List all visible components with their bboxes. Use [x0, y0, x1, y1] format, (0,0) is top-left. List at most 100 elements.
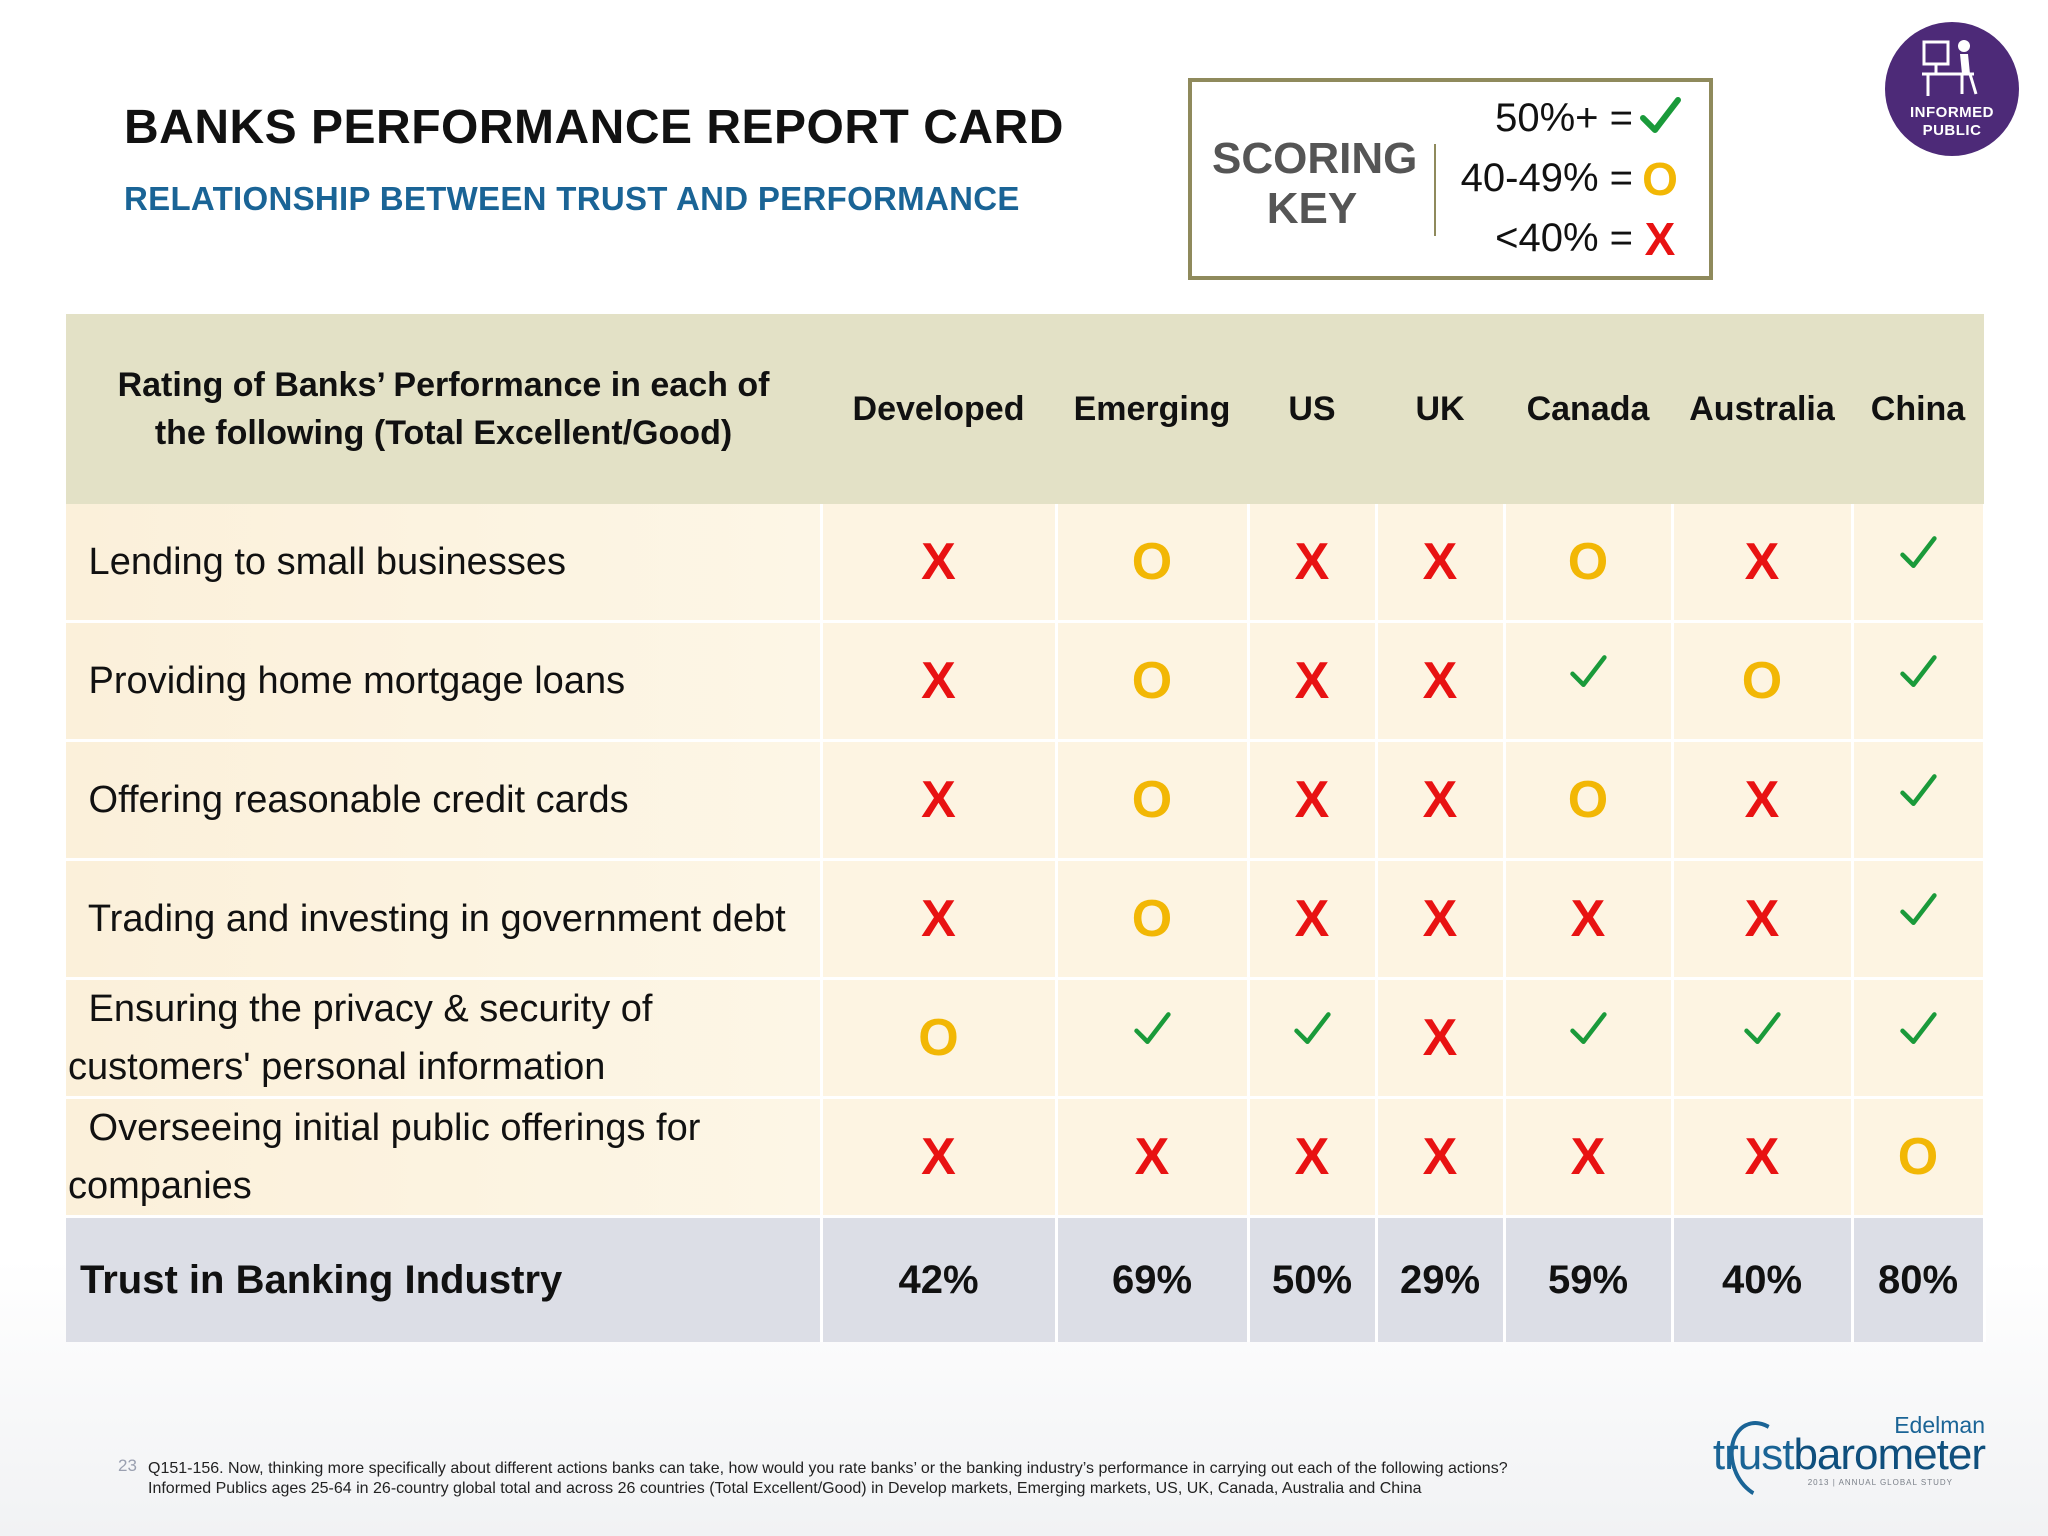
x-icon: X — [1744, 1128, 1780, 1186]
rating-cell: X — [1672, 504, 1854, 623]
rating-header: Rating of Banks’ Performance in each of … — [66, 314, 821, 504]
rating-cell: O — [1504, 504, 1674, 623]
trust-value: 29% — [1376, 1216, 1506, 1342]
informed-public-logo: INFORMED PUBLIC — [1885, 22, 2019, 156]
rating-cell: X — [1504, 1097, 1674, 1218]
key-row-mid: 40-49% = — [1460, 156, 1633, 200]
rating-cell: O — [1852, 1097, 1986, 1218]
rating-cell: X — [1376, 859, 1506, 980]
o-icon: O — [1897, 1128, 1939, 1186]
rating-cell: X — [821, 1097, 1058, 1218]
trust-value: 80% — [1852, 1216, 1986, 1342]
rating-cell: X — [1672, 859, 1854, 980]
rating-cell — [1504, 978, 1674, 1099]
check-icon — [1568, 652, 1608, 692]
rating-cell — [1852, 859, 1986, 980]
x-icon: X — [921, 1128, 956, 1186]
check-icon — [1568, 1009, 1608, 1049]
table-row: Offering reasonable credit cards X O X X O X — [66, 740, 1986, 861]
o-icon: O — [1567, 533, 1609, 591]
rating-cell: X — [1248, 621, 1378, 742]
col-header-canada: Canada — [1504, 314, 1672, 504]
logo-line2: PUBLIC — [1922, 122, 1982, 139]
rating-cell: O — [1504, 740, 1674, 861]
x-icon: X — [921, 533, 956, 591]
scoring-key-label: SCORING KEY — [1212, 134, 1418, 233]
rating-cell: X — [1376, 740, 1506, 861]
table-row: Providing home mortgage loans X O X X O — [66, 621, 1986, 742]
rating-cell — [1852, 504, 1986, 623]
table-header-row: Rating of Banks’ Performance in each of … — [66, 314, 1984, 504]
scoring-key: SCORING KEY 50%+ = 40-49% = O <40% = X — [1188, 78, 1713, 280]
rating-cell — [1056, 978, 1250, 1099]
rating-cell — [1248, 978, 1378, 1099]
check-icon — [1898, 771, 1938, 811]
logo-study: 2013 | ANNUAL GLOBAL STUDY — [1807, 1478, 1953, 1487]
x-icon: X — [1744, 890, 1780, 948]
rating-cell: O — [1056, 740, 1250, 861]
check-icon — [1898, 890, 1938, 930]
rating-cell — [1672, 978, 1854, 1099]
x-icon: X — [1570, 1128, 1606, 1186]
page-title: BANKS PERFORMANCE REPORT CARD — [124, 101, 1064, 154]
col-header-australia: Australia — [1672, 314, 1852, 504]
rating-cell: X — [821, 504, 1058, 623]
x-icon: X — [1422, 1128, 1458, 1186]
x-icon: X — [1422, 771, 1458, 829]
check-icon — [1898, 1009, 1938, 1049]
rating-cell: X — [1056, 1097, 1250, 1218]
row-label: Lending to small businesses — [66, 504, 823, 623]
x-icon: X — [1422, 1009, 1458, 1067]
row-label: Providing home mortgage loans — [66, 621, 823, 742]
trust-value: 59% — [1504, 1216, 1674, 1342]
rating-cell: X — [1248, 740, 1378, 861]
x-icon: X — [921, 771, 956, 829]
rating-cell — [1504, 621, 1674, 742]
o-icon: O — [1131, 533, 1173, 591]
row-label: Ensuring the privacy & security of custom… — [66, 978, 823, 1099]
rating-cell: X — [1376, 504, 1506, 623]
o-icon: O — [1741, 652, 1783, 710]
rating-cell: X — [1376, 1097, 1506, 1218]
col-header-china: China — [1852, 314, 1984, 504]
o-icon: O — [1131, 771, 1173, 829]
row-label: Overseeing initial public offerings for c… — [66, 1097, 823, 1218]
page-subtitle: RELATIONSHIP BETWEEN TRUST AND PERFORMAN… — [124, 180, 1020, 217]
x-icon: X — [921, 890, 956, 948]
scoring-key-divider — [1434, 144, 1436, 236]
check-icon — [1898, 533, 1938, 573]
rating-cell — [1852, 978, 1986, 1099]
x-icon: X — [1294, 652, 1330, 710]
trust-label: Trust in Banking Industry — [66, 1216, 823, 1342]
table-row: Lending to small businesses X O X X O X — [66, 504, 1986, 623]
row-label: Trading and investing in government debt — [66, 859, 823, 980]
rating-cell: X — [1376, 621, 1506, 742]
rating-cell: O — [1672, 621, 1854, 742]
rating-cell: O — [1056, 859, 1250, 980]
rating-cell: X — [1672, 1097, 1854, 1218]
x-icon: X — [1294, 533, 1330, 591]
rating-cell: X — [1672, 740, 1854, 861]
col-header-uk: UK — [1376, 314, 1504, 504]
footnote: Q151-156. Now, thinking more specificall… — [148, 1460, 1508, 1497]
trust-value: 42% — [821, 1216, 1058, 1342]
logo-product: trustbarometer — [1712, 1430, 1986, 1479]
logo-line1: INFORMED — [1910, 104, 1994, 121]
table-row: Ensuring the privacy & security of custom… — [66, 978, 1986, 1099]
key-row-low: <40% = — [1495, 216, 1633, 260]
o-icon: O — [1567, 771, 1609, 829]
rating-cell: O — [1056, 621, 1250, 742]
trust-row: Trust in Banking Industry 42% 69% 50% 29… — [66, 1216, 1986, 1342]
trust-value: 40% — [1672, 1216, 1854, 1342]
x-icon: X — [921, 652, 956, 710]
key-x-icon: X — [1644, 213, 1676, 265]
x-icon: X — [1294, 890, 1330, 948]
x-icon: X — [1294, 771, 1330, 829]
check-icon — [1292, 1009, 1332, 1049]
col-header-us: US — [1248, 314, 1376, 504]
x-icon: X — [1422, 652, 1458, 710]
x-icon: X — [1744, 533, 1780, 591]
table-row: Trading and investing in government debt… — [66, 859, 1986, 980]
check-icon — [1742, 1009, 1782, 1049]
x-icon: X — [1422, 533, 1458, 591]
